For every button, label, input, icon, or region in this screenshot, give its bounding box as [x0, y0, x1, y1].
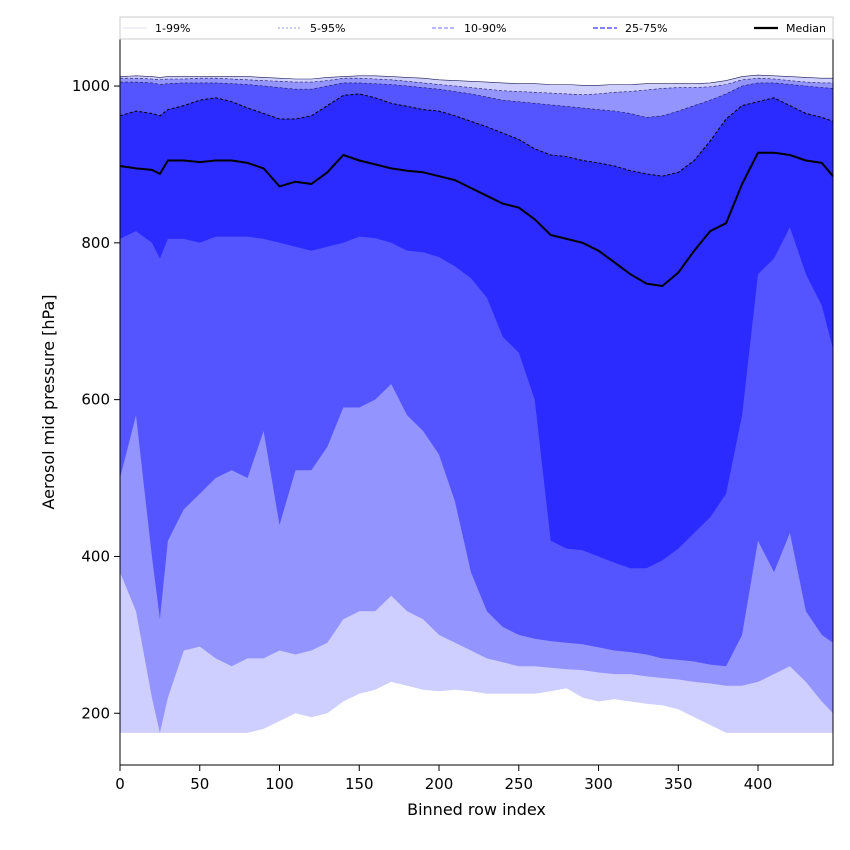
- x-tick-label: 150: [345, 775, 374, 793]
- x-tick-label: 300: [584, 775, 613, 793]
- x-tick-label: 100: [265, 775, 294, 793]
- x-tick-label: 400: [744, 775, 773, 793]
- y-axis-label: Aerosol mid pressure [hPa]: [39, 294, 58, 509]
- y-tick-label: 600: [81, 391, 110, 409]
- legend-label: 1-99%: [155, 22, 190, 35]
- x-axis-label: Binned row index: [407, 800, 546, 819]
- legend-label: Median: [786, 22, 826, 35]
- legend-label: 25-75%: [625, 22, 667, 35]
- percentile-bands: [119, 74, 834, 733]
- x-axis-ticks: 0 50 100 150 200 250 300 350 400: [115, 765, 772, 793]
- y-tick-label: 1000: [72, 77, 110, 95]
- x-tick-label: 250: [504, 775, 533, 793]
- band-1-99-upper-edge: [119, 74, 833, 86]
- band-10-90-upper-edge: [120, 81, 834, 118]
- legend-box: [119, 16, 834, 40]
- band-25-75: [120, 93, 833, 569]
- y-tick-label: 800: [81, 234, 110, 252]
- band-25-75-upper-edge: [119, 93, 834, 177]
- y-axis-ticks: 200 400 600 800 1000: [72, 77, 120, 722]
- x-tick-label: 50: [190, 775, 209, 793]
- y-tick-label: 200: [81, 704, 110, 722]
- band-5-95-upper-edge: [120, 77, 833, 96]
- x-tick-label: 350: [664, 775, 693, 793]
- y-tick-label: 400: [81, 547, 110, 565]
- x-tick-label: 0: [115, 775, 125, 793]
- x-tick-label: 200: [425, 775, 454, 793]
- legend: 1-99% 5-95% 10-90% 25-75% Median: [119, 16, 834, 40]
- legend-label: 5-95%: [310, 22, 345, 35]
- legend-label: 10-90%: [464, 22, 506, 35]
- median-line: [119, 151, 834, 287]
- median-series: [119, 151, 834, 287]
